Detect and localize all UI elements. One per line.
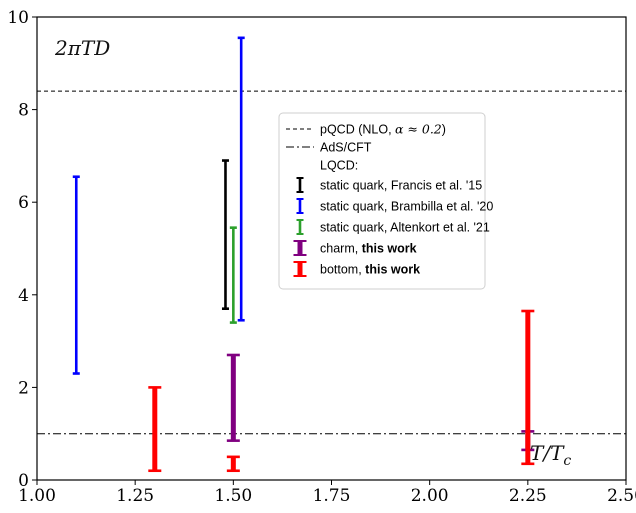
legend-item: charm, this work (293, 240, 417, 256)
legend-label-text: static quark, Altenkort et al. '21 (320, 221, 490, 235)
legend-header: LQCD: (320, 159, 358, 173)
error-bar (226, 353, 240, 442)
x-tick-label: 1.00 (18, 486, 56, 506)
y-tick-label: 2 (18, 378, 29, 398)
legend-label-bold: this work (362, 242, 417, 256)
legend-item: AdS/CFT (286, 141, 372, 155)
legend-item: static quark, Brambilla et al. '20 (296, 198, 493, 214)
error-bar (148, 386, 162, 473)
reference-lines (37, 90, 626, 435)
x-tick-label: 2.00 (411, 486, 449, 506)
error-bar (229, 226, 237, 324)
legend-label: AdS/CFT (320, 141, 372, 155)
legend-item: static quark, Francis et al. '15 (296, 177, 482, 193)
error-bar (221, 159, 229, 310)
svg-text:T/Tc: T/Tc (530, 441, 571, 469)
y-tick-label: 10 (7, 8, 29, 28)
data-series (72, 36, 535, 473)
y-tick-label: 6 (18, 193, 29, 213)
legend-box (278, 112, 486, 290)
legend: pQCD (NLO, α ≈ 0.2) AdS/CFT LQCD: static qu… (278, 112, 493, 290)
legend-item: static quark, Altenkort et al. '21 (296, 219, 490, 235)
x-tick-label: 1.75 (313, 486, 351, 506)
x-tick-label: 1.25 (116, 486, 154, 506)
legend-label: static quark, Brambilla et al. '20 (320, 200, 493, 214)
legend-label-text: static quark, Francis et al. '15 (320, 179, 482, 193)
legend-label-math: α ≈ 0.2 (395, 122, 442, 137)
legend-item: bottom, this work (293, 261, 420, 277)
error-bar (72, 175, 80, 375)
y-axis: 0 2 4 6 8 10 (7, 8, 37, 491)
legend-label-text: bottom, (320, 263, 365, 277)
legend-label-text: charm, (320, 242, 362, 256)
x-tick-label: 1.50 (214, 486, 252, 506)
x-tick-label: 2.50 (607, 486, 636, 506)
legend-label: charm, this work (320, 242, 417, 256)
legend-label-suffix: ) (442, 123, 446, 137)
legend-label: bottom, this work (320, 263, 420, 277)
x-tick-label: 2.25 (509, 486, 547, 506)
x-axis: 1.00 1.25 1.50 1.75 2.00 2.25 2.50 (18, 480, 636, 506)
x-axis-label: T/Tc (530, 441, 571, 469)
y-axis-label: 2πTD (54, 36, 110, 60)
legend-label: static quark, Altenkort et al. '21 (320, 221, 490, 235)
legend-label-prefix: pQCD (NLO, (320, 123, 395, 137)
y-tick-label: 4 (18, 286, 29, 306)
error-bar (521, 309, 535, 466)
error-bar (237, 36, 245, 322)
legend-label-text: static quark, Brambilla et al. '20 (320, 200, 493, 214)
legend-item: pQCD (NLO, α ≈ 0.2) (286, 122, 446, 137)
error-bar (226, 455, 240, 473)
x-axis-label-subscript: c (563, 453, 571, 469)
x-axis-label-main: T/T (530, 441, 565, 465)
legend-label: static quark, Francis et al. '15 (320, 179, 482, 193)
y-tick-label: 0 (18, 471, 29, 491)
legend-label-bold: this work (365, 263, 420, 277)
y-tick-label: 8 (18, 101, 29, 121)
legend-label: pQCD (NLO, α ≈ 0.2) (320, 122, 446, 137)
